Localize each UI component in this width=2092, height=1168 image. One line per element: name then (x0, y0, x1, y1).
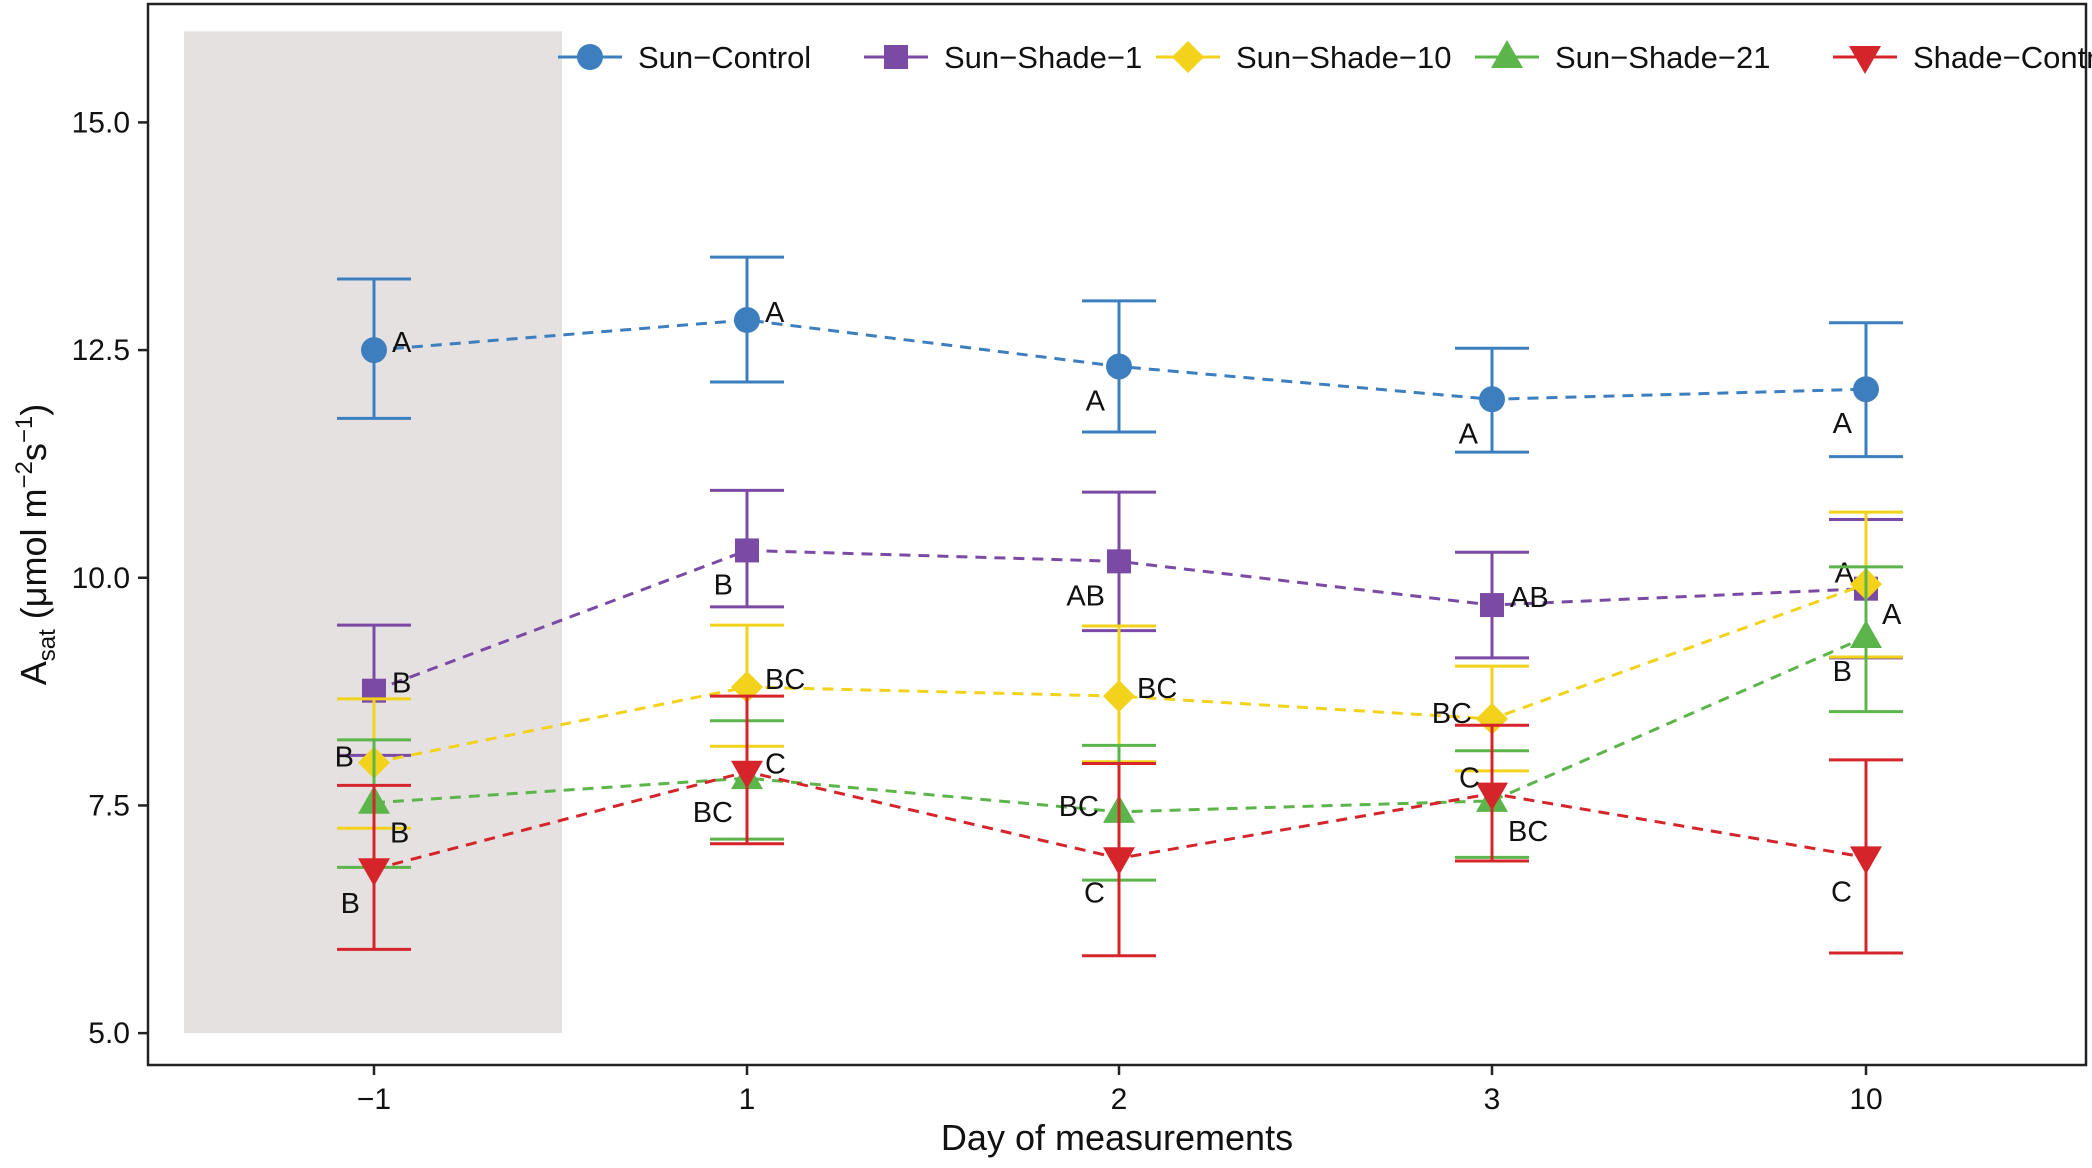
legend-marker (1491, 40, 1523, 68)
data-point (731, 760, 763, 789)
y-axis-title-part: ) (13, 404, 54, 416)
data-point (1476, 702, 1508, 735)
y-axis-title-part: A (13, 661, 54, 685)
legend-label: Sun−Shade−10 (1236, 40, 1452, 75)
significance-label: BC (1137, 673, 1177, 705)
x-tick-label: 3 (1484, 1083, 1501, 1116)
legend-marker (577, 44, 603, 70)
legend-marker (884, 45, 908, 69)
data-point (1850, 619, 1882, 648)
significance-label: A (1833, 408, 1853, 440)
data-point (1103, 680, 1135, 713)
y-tick-label: 7.5 (88, 789, 130, 822)
x-axis-title: Day of measurements (941, 1117, 1293, 1158)
significance-label: AB (1066, 580, 1105, 612)
x-tick-label: 2 (1111, 1083, 1128, 1116)
significance-label: A (1882, 599, 1902, 631)
significance-label: A (392, 327, 412, 359)
y-axis-title-part: s (13, 443, 54, 461)
y-tick-label: 12.5 (72, 334, 130, 367)
legend-marker (1172, 41, 1204, 73)
significance-label: C (1459, 763, 1480, 795)
series-line (373, 582, 1867, 765)
legend-item: Sun−Control (558, 40, 811, 75)
significance-label: A (1086, 385, 1106, 417)
y-tick-label: 5.0 (88, 1017, 130, 1050)
legend-label: Sun−Shade−21 (1555, 40, 1771, 75)
data-point (361, 337, 387, 364)
y-axis-title-part: sat (34, 629, 61, 661)
legend-label: Sun−Shade−1 (944, 40, 1142, 75)
y-axis-title: Asat (μmol m−2s−1) (11, 404, 61, 686)
significance-label: BC (765, 664, 805, 696)
legend: Sun−Control Sun−Shade−1 Sun−Shade−10 Sun−Sh… (558, 40, 2092, 75)
plot-frame (146, 2, 2088, 1067)
legend-label: Sun−Control (638, 40, 811, 75)
series-Sun−Control: A A A A A (337, 255, 1903, 459)
legend-item: Shade−Control (1833, 40, 2092, 75)
data-point (1103, 847, 1135, 876)
data-point (358, 858, 390, 887)
legend-item: Sun−Shade−10 (1156, 40, 1452, 75)
significance-label: C (765, 749, 786, 781)
significance-label: B (714, 569, 733, 601)
data-point (1476, 782, 1508, 811)
legend-item: Sun−Shade−1 (864, 40, 1142, 75)
x-tick-label: 1 (739, 1083, 756, 1116)
significance-label: B (335, 742, 354, 774)
significance-label: A (765, 297, 785, 329)
significance-label: B (392, 668, 411, 700)
y-tick-label: 15.0 (72, 106, 130, 139)
significance-label: B (390, 818, 409, 850)
data-point (735, 538, 759, 563)
data-point (1106, 353, 1132, 380)
y-tick-label: 10.0 (72, 562, 130, 595)
data-point (1850, 846, 1882, 875)
data-point (1107, 549, 1131, 574)
data-point (1480, 593, 1504, 618)
significance-label: B (341, 888, 360, 920)
legend-item: Sun−Shade−21 (1475, 40, 1771, 75)
significance-label: C (1831, 876, 1852, 908)
legend-marker (1849, 46, 1881, 74)
significance-label: B (1833, 656, 1852, 688)
x-tick-label: 10 (1849, 1083, 1882, 1116)
legend-label: Shade−Control (1913, 40, 2092, 75)
significance-label: BC (1508, 816, 1548, 848)
data-point (734, 307, 760, 334)
significance-label: C (1084, 877, 1105, 909)
significance-label: BC (693, 797, 733, 829)
y-axis-title-part: −1 (11, 416, 38, 443)
significance-label: BC (1059, 791, 1099, 823)
significance-label: AB (1510, 582, 1549, 614)
significance-label: A (1459, 418, 1479, 450)
data-point (1479, 386, 1505, 413)
y-axis-title-part: (μmol m (13, 488, 54, 629)
data-point (1853, 376, 1879, 403)
x-tick-label: −1 (357, 1083, 391, 1116)
y-axis-title-part: −2 (11, 461, 38, 488)
